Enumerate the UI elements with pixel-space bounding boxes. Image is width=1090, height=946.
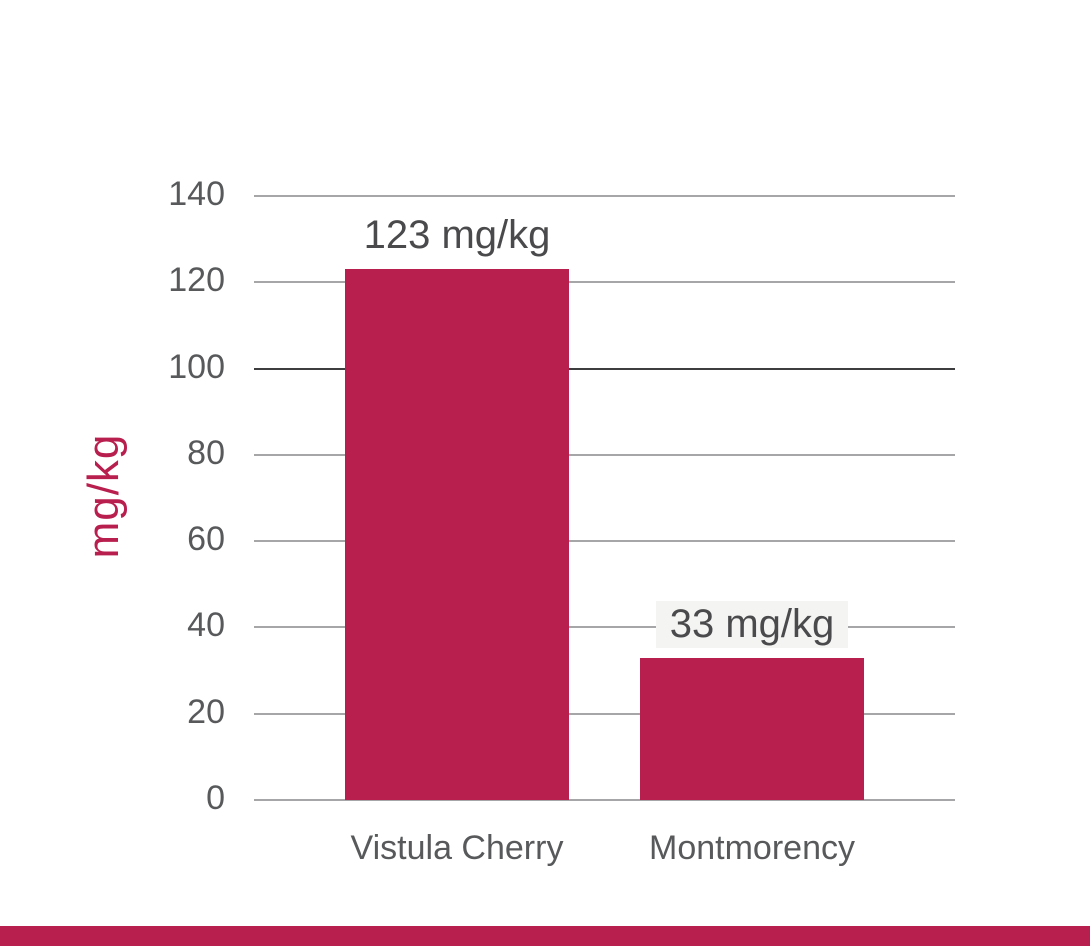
gridline xyxy=(254,799,955,801)
y-tick-label: 80 xyxy=(187,433,225,472)
y-tick-label: 0 xyxy=(206,779,225,817)
gridline xyxy=(254,195,955,197)
y-tick-label: 120 xyxy=(168,261,225,300)
bar-montmorency xyxy=(640,657,864,800)
bar-value-label-text: 123 mg/kg xyxy=(363,213,551,258)
gridline xyxy=(254,712,955,715)
bar-vistula-cherry xyxy=(345,269,569,800)
bar-value-label-text: 33 mg/kg xyxy=(655,600,849,648)
x-category-label: Montmorency xyxy=(649,829,855,867)
y-tick-label: 40 xyxy=(187,606,225,645)
y-tick-label: 100 xyxy=(168,347,225,386)
gridline xyxy=(254,453,955,456)
y-tick-label: 60 xyxy=(187,520,225,559)
gridline xyxy=(254,367,955,370)
gridline xyxy=(254,281,955,284)
gridline xyxy=(254,540,955,543)
y-tick-label: 140 xyxy=(168,175,225,213)
footer-accent-bar xyxy=(0,926,1090,946)
bar-value-label: 33 mg/kg xyxy=(582,600,922,649)
y-tick-label: 20 xyxy=(187,692,225,731)
x-category-label: Vistula Cherry xyxy=(350,829,564,867)
bar-value-label: 123 mg/kg xyxy=(287,212,627,260)
gridline xyxy=(254,626,955,629)
